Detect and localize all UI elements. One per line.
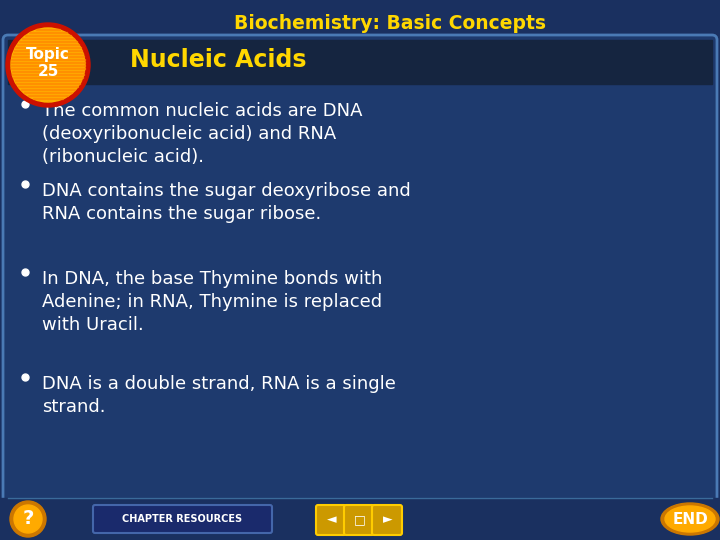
Bar xyxy=(28,94,68,96)
Text: ►: ► xyxy=(383,514,393,526)
Bar xyxy=(24,91,72,93)
Text: ?: ? xyxy=(22,510,34,529)
FancyBboxPatch shape xyxy=(344,505,374,535)
Bar xyxy=(15,46,81,48)
Bar xyxy=(17,44,79,45)
Bar xyxy=(13,52,84,54)
Ellipse shape xyxy=(661,503,719,535)
Text: ◄: ◄ xyxy=(327,514,337,526)
Text: The common nucleic acids are DNA
(deoxyribonucleic acid) and RNA
(ribonucleic ac: The common nucleic acids are DNA (deoxyr… xyxy=(42,102,362,166)
Text: Biochemistry: Basic Concepts: Biochemistry: Basic Concepts xyxy=(234,14,546,33)
Bar xyxy=(0,498,720,540)
Bar xyxy=(12,56,84,57)
Bar xyxy=(11,64,85,66)
Bar xyxy=(22,37,74,39)
FancyBboxPatch shape xyxy=(316,505,346,535)
Circle shape xyxy=(14,505,42,533)
Text: In DNA, the base Thymine bonds with
Adenine; in RNA, Thymine is replaced
with Ur: In DNA, the base Thymine bonds with Aden… xyxy=(42,270,382,334)
Bar xyxy=(14,77,83,78)
Circle shape xyxy=(10,501,46,537)
Bar xyxy=(12,68,85,69)
Bar xyxy=(30,31,66,33)
Bar xyxy=(12,58,85,60)
Bar xyxy=(21,89,76,90)
Bar xyxy=(11,62,85,63)
Ellipse shape xyxy=(665,506,715,532)
Bar xyxy=(14,79,81,81)
Bar xyxy=(36,29,60,30)
Text: Nucleic Acids: Nucleic Acids xyxy=(130,48,307,72)
Text: DNA contains the sugar deoxyribose and
RNA contains the sugar ribose.: DNA contains the sugar deoxyribose and R… xyxy=(42,182,410,223)
FancyBboxPatch shape xyxy=(3,35,717,503)
Bar xyxy=(25,35,71,36)
FancyBboxPatch shape xyxy=(93,505,272,533)
Bar xyxy=(19,40,77,42)
Bar xyxy=(14,50,82,51)
FancyBboxPatch shape xyxy=(372,505,402,535)
Text: □: □ xyxy=(354,514,366,526)
Text: DNA is a double strand, RNA is a single
strand.: DNA is a double strand, RNA is a single … xyxy=(42,375,396,416)
Bar xyxy=(8,40,712,84)
Circle shape xyxy=(6,23,90,107)
Text: Topic
25: Topic 25 xyxy=(26,47,70,79)
Bar xyxy=(12,71,84,72)
Text: END: END xyxy=(672,511,708,526)
Bar xyxy=(18,85,78,87)
Bar xyxy=(33,98,63,99)
Bar xyxy=(12,73,84,75)
Bar xyxy=(17,83,80,84)
Circle shape xyxy=(11,28,85,102)
Text: CHAPTER RESOURCES: CHAPTER RESOURCES xyxy=(122,514,243,524)
